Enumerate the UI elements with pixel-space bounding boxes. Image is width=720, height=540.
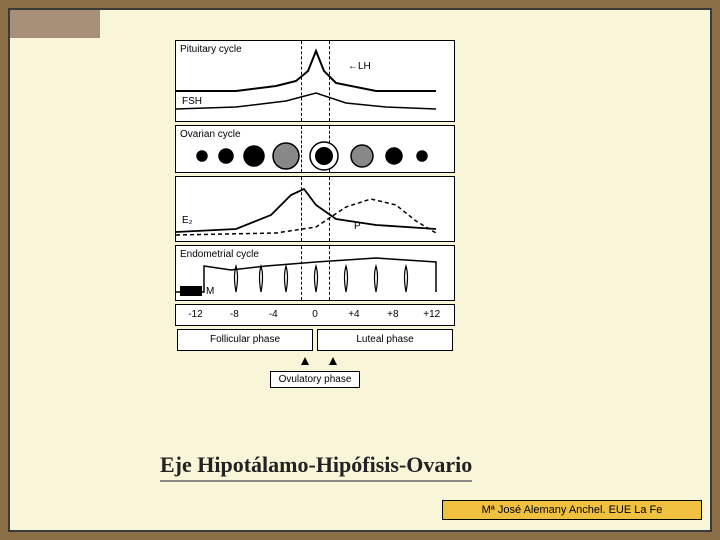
menstrual-cycle-diagram: Pituitary cycle FSH ←LH Ovarian cycle E₂… [175,40,455,388]
phase-ovulatory: Ovulatory phase [270,371,361,388]
panel-ovarian: Ovarian cycle [175,125,455,173]
arrow-up-icon [301,357,309,365]
phase-row: Follicular phase Luteal phase [175,329,455,351]
pituitary-curves [176,41,454,123]
ovulatory-row: Ovulatory phase [175,357,455,388]
corner-tab [10,10,100,38]
follicle-row [176,126,454,174]
axis-tick: +4 [348,309,359,320]
axis-tick: +12 [423,309,440,320]
panel-pituitary: Pituitary cycle FSH ←LH [175,40,455,122]
phase-follicular: Follicular phase [177,329,313,351]
panel-endometrial: Endometrial cycle M [175,245,455,301]
hormone-curves [176,177,454,243]
day-axis: -12 -8 -4 0 +4 +8 +12 [175,304,455,326]
axis-tick: 0 [312,309,318,320]
slide-frame: Pituitary cycle FSH ←LH Ovarian cycle E₂… [8,8,712,532]
panel-hormones: E₂ P [175,176,455,242]
arrow-up-icon [329,357,337,365]
axis-tick: +8 [387,309,398,320]
slide-footer: Mª José Alemany Anchel. EUE La Fe [442,500,702,520]
axis-tick: -4 [269,309,278,320]
slide-caption: Eje Hipotálamo-Hipófisis-Ovario [160,452,472,482]
phase-luteal: Luteal phase [317,329,453,351]
axis-tick: -12 [188,309,202,320]
endometrial-shape [176,246,454,302]
axis-tick: -8 [230,309,239,320]
